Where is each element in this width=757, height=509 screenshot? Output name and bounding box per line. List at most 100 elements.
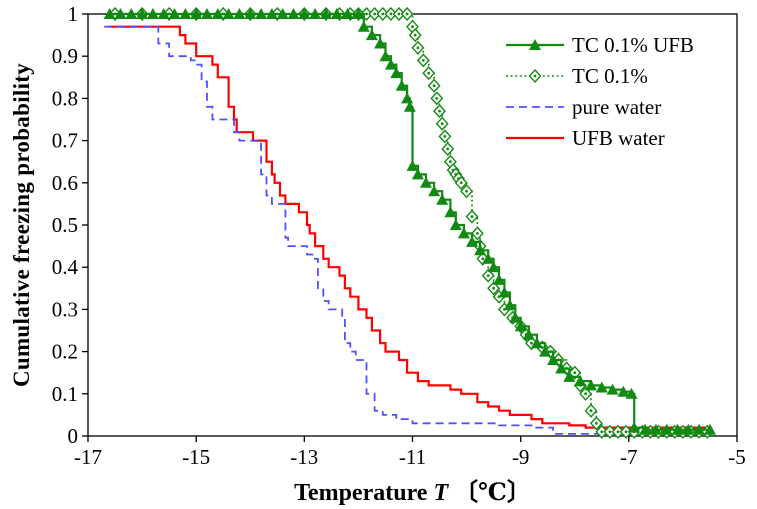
y-tick-label: 0.4 (52, 255, 79, 279)
diamond-marker-dot (624, 430, 628, 434)
y-tick-label: 1 (68, 2, 79, 26)
y-tick-label: 0.7 (52, 129, 78, 153)
triangle-marker-icon (136, 8, 149, 19)
triangle-marker-icon (233, 8, 246, 19)
y-tick-label: 0.5 (52, 213, 78, 237)
diamond-marker-dot (432, 84, 436, 88)
diamond-marker-dot (443, 135, 447, 138)
y-tick-label: 0.2 (52, 340, 78, 364)
diamond-marker-dot (411, 25, 414, 29)
triangle-marker-icon (436, 193, 449, 205)
x-tick-label: -15 (182, 445, 210, 469)
triangle-marker-icon (357, 20, 370, 32)
triangle-marker-icon (255, 8, 268, 19)
x-axis-title-unit: 〔℃〕 (448, 480, 531, 506)
triangle-marker-icon (146, 8, 159, 19)
legend-label-tc-0-1: TC 0.1% (572, 64, 648, 88)
triangle-marker-icon (395, 79, 408, 91)
x-tick-label: -13 (290, 445, 318, 469)
legend: TC 0.1% UFB TC 0.1% pure water UFB water (506, 33, 694, 150)
triangle-marker-icon (682, 423, 695, 435)
y-tick-label: 0 (68, 424, 79, 448)
triangle-marker-icon (384, 58, 397, 70)
diamond-marker-dot (470, 215, 474, 219)
triangle-marker-icon (660, 423, 673, 435)
triangle-marker-icon (574, 375, 587, 387)
triangle-marker-icon (449, 219, 462, 230)
triangle-marker-icon (406, 159, 419, 171)
diamond-marker-dot (608, 430, 612, 434)
x-tick-label: -9 (512, 445, 530, 469)
triangle-marker-icon (503, 299, 516, 311)
diamond-marker-dot (438, 109, 441, 113)
triangle-marker-icon (403, 100, 416, 112)
x-tick-label: -5 (728, 445, 746, 469)
triangle-marker-icon (244, 8, 257, 19)
diamond-marker-dot (381, 12, 385, 16)
triangle-marker-icon (190, 8, 203, 19)
triangle-marker-icon (555, 362, 568, 374)
triangle-marker-icon (617, 385, 630, 397)
diamond-marker-dot (476, 232, 479, 235)
diamond-marker-dot (492, 286, 495, 290)
diamond-marker-dot (530, 341, 533, 345)
triangle-marker-icon (509, 311, 522, 323)
triangle-marker-icon (522, 328, 535, 340)
diamond-marker-dot (413, 33, 417, 37)
triangle-marker-icon (529, 39, 541, 50)
triangle-marker-icon (114, 8, 127, 19)
triangle-marker-icon (606, 383, 619, 395)
triangle-marker-icon (498, 286, 511, 298)
y-axis-title: Cumulative freezing probability (9, 15, 39, 435)
legend-label-tc-0-1-ufb: TC 0.1% UFB (572, 33, 694, 57)
triangle-marker-icon (487, 261, 500, 273)
triangle-marker-icon (365, 29, 378, 41)
triangle-marker-icon (276, 8, 289, 19)
x-axis-title-symbol: T (433, 480, 449, 506)
triangle-marker-icon (585, 379, 597, 391)
triangle-marker-icon (474, 244, 487, 256)
diamond-marker-dot (465, 189, 468, 193)
diamond-marker-dot (389, 12, 393, 16)
triangle-marker-icon (530, 337, 543, 349)
legend-item-ufb-water: UFB water (506, 126, 665, 150)
diamond-marker-dot (416, 46, 420, 50)
triangle-marker-icon (539, 345, 551, 357)
diamond-marker-dot (435, 97, 439, 100)
x-axis-title: Temperature T 〔℃〕 (88, 472, 737, 507)
diamond-marker-dot (533, 74, 537, 78)
triangle-marker-icon (330, 8, 343, 19)
triangle-marker-icon (428, 185, 441, 197)
triangle-marker-icon (103, 8, 116, 19)
triangle-marker-icon (374, 37, 387, 49)
legend-label-pure-water: pure water (572, 95, 661, 119)
diamond-marker-dot (397, 12, 401, 16)
diamond-marker-dot (449, 160, 452, 164)
triangle-marker-icon (466, 235, 478, 247)
triangle-marker-icon (563, 370, 576, 382)
triangle-marker-icon (401, 92, 414, 104)
triangle-marker-icon (457, 227, 470, 239)
diamond-marker-dot (589, 409, 593, 413)
diamond-marker-dot (595, 421, 598, 425)
y-tick-label: 0.6 (52, 171, 78, 195)
triangle-marker-icon (287, 8, 300, 19)
legend-item-tc-0-1-ufb: TC 0.1% UFB (506, 33, 694, 57)
y-tick-label: 0.3 (52, 297, 78, 321)
series-pure-water (104, 25, 608, 435)
triangle-marker-icon (482, 252, 495, 264)
x-axis-title-pre: Temperature (294, 480, 434, 506)
y-tick-label: 0.1 (52, 382, 78, 406)
triangle-marker-icon (157, 8, 170, 19)
diamond-marker-dot (459, 181, 463, 185)
triangle-marker-icon (379, 50, 392, 62)
diamond-marker-dot (421, 59, 425, 62)
triangle-marker-icon (390, 67, 403, 79)
triangle-marker-icon (628, 421, 641, 433)
triangle-marker-icon (693, 423, 706, 435)
y-tick-label: 0.9 (52, 44, 78, 68)
y-tick-label: 0.8 (52, 86, 78, 110)
triangle-marker-icon (625, 387, 638, 399)
diamond-marker-dot (573, 371, 577, 375)
